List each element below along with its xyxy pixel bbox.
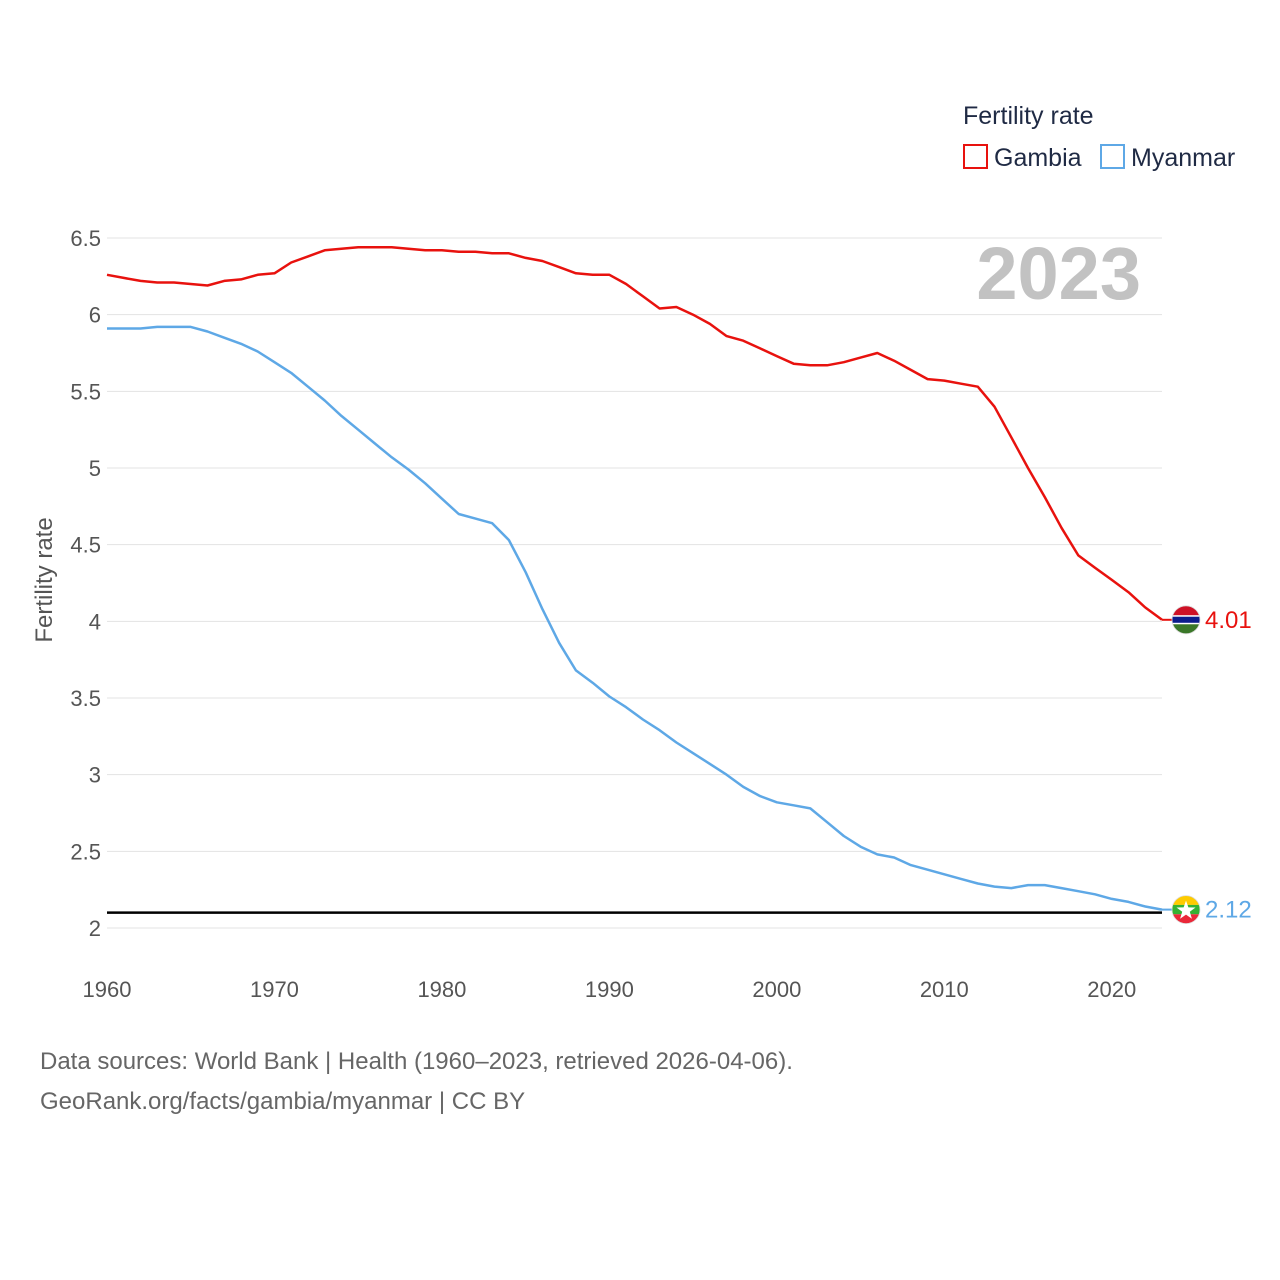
flag-gambia-icon xyxy=(1172,605,1200,634)
legend-swatch-gambia[interactable] xyxy=(963,144,988,169)
legend-label-gambia[interactable]: Gambia xyxy=(994,144,1082,172)
flag-stripe-white-top xyxy=(1172,615,1200,617)
flag-stripe-red xyxy=(1172,914,1200,924)
y-tick-label-8: 6 xyxy=(89,303,101,328)
x-tick-label-4: 2000 xyxy=(752,977,801,1002)
x-tick-label-3: 1990 xyxy=(585,977,634,1002)
y-tick-label-6: 5 xyxy=(89,456,101,481)
flag-stripe-yellow xyxy=(1172,895,1200,905)
x-tick-label-2: 1980 xyxy=(417,977,466,1002)
year-label: 2023 xyxy=(976,232,1141,315)
x-tick-label-6: 2020 xyxy=(1087,977,1136,1002)
flag-star xyxy=(1176,900,1196,919)
y-tick-label-4: 4 xyxy=(89,609,101,634)
legend-title: Fertility rate xyxy=(963,102,1094,130)
line-chart: 2 2.5 3 3.5 4 4.5 5 5.5 6 6.5 1960 1970 1980 1990 200… xyxy=(31,102,1252,1002)
x-tick-label-1: 1970 xyxy=(250,977,299,1002)
end-value-label-myanmar: 2.12 xyxy=(1205,897,1252,924)
y-tick-label-0: 2 xyxy=(89,916,101,941)
x-tick-label-5: 2010 xyxy=(920,977,969,1002)
legend: Fertility rate Gambia Myanmar xyxy=(963,102,1235,172)
y-tick-label-2: 3 xyxy=(89,763,101,788)
y-tick-label-1: 2.5 xyxy=(70,839,101,864)
y-tick-label-3: 3.5 xyxy=(70,686,101,711)
legend-label-myanmar[interactable]: Myanmar xyxy=(1131,144,1235,172)
flag-stripe-green xyxy=(1172,624,1200,634)
x-axis-ticks: 1960 1970 1980 1990 2000 2010 2020 xyxy=(83,977,1137,1002)
y-axis-ticks: 2 2.5 3 3.5 4 4.5 5 5.5 6 6.5 xyxy=(70,226,101,941)
grid-lines xyxy=(107,237,1162,929)
y-tick-label-9: 6.5 xyxy=(70,226,101,251)
series-line-myanmar xyxy=(107,325,1163,911)
flag-stripe-red xyxy=(1172,605,1200,616)
flag-stripe-blue xyxy=(1172,616,1200,623)
flag-myanmar-icon xyxy=(1172,895,1200,924)
source-text: Data sources: World Bank | Health (1960–… xyxy=(40,1048,793,1075)
series-lines xyxy=(106,245,1163,911)
flag-outline-gambia xyxy=(1171,605,1201,635)
series-endpoints: 4.01 2.12 xyxy=(1162,605,1252,924)
series-line-gambia xyxy=(106,245,1163,621)
flag-outline-myanmar xyxy=(1171,895,1201,924)
y-tick-label-5: 4.5 xyxy=(70,533,101,558)
x-tick-label-0: 1960 xyxy=(83,977,132,1002)
y-tick-label-7: 5.5 xyxy=(70,379,101,404)
attribution-link[interactable]: GeoRank.org/facts/gambia/myanmar | CC BY xyxy=(40,1088,526,1115)
y-axis-label: Fertility rate xyxy=(31,517,58,642)
legend-swatch-myanmar[interactable] xyxy=(1100,144,1125,169)
source-footer: Data sources: World Bank | Health (1960–… xyxy=(40,1042,793,1122)
flag-stripe-white-bottom xyxy=(1172,622,1200,625)
end-value-label-gambia: 4.01 xyxy=(1205,607,1252,634)
